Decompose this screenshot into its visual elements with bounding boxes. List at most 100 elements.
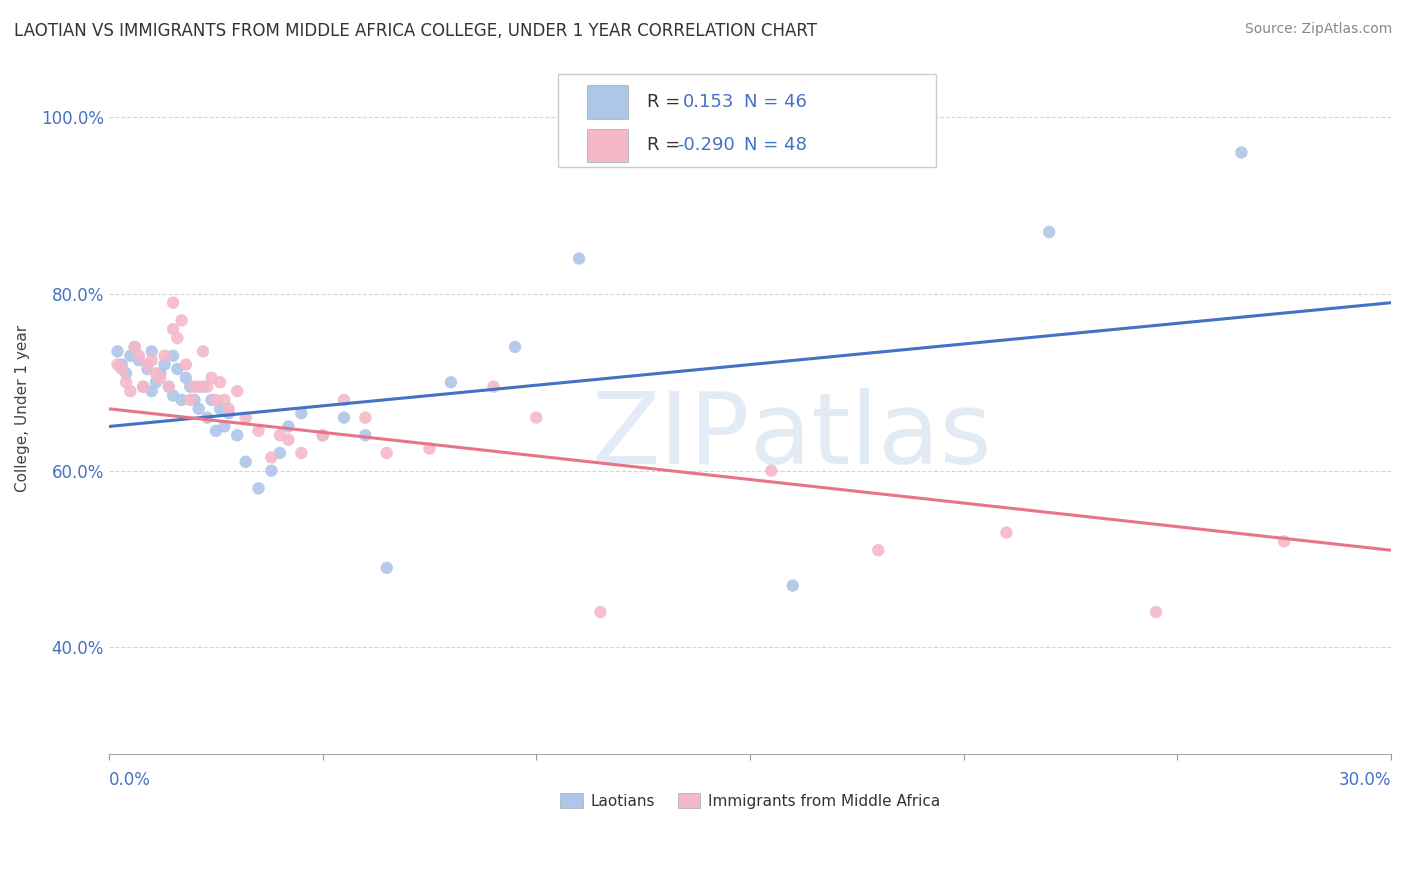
Point [1038, 225, 1060, 239]
Point [209, 401, 232, 416]
Point [107, 358, 129, 372]
Point [162, 322, 184, 336]
Point [333, 392, 356, 407]
Point [128, 353, 150, 368]
Text: 30.0%: 30.0% [1339, 772, 1391, 789]
Point [166, 331, 188, 345]
Point [418, 442, 440, 456]
Text: 0.0%: 0.0% [110, 772, 150, 789]
Legend: Laotians, Immigrants from Middle Africa: Laotians, Immigrants from Middle Africa [554, 787, 946, 814]
Point [128, 349, 150, 363]
Point [311, 428, 333, 442]
Point [153, 349, 176, 363]
Point [120, 384, 142, 398]
Point [145, 367, 167, 381]
Point [124, 340, 146, 354]
Point [218, 406, 240, 420]
Point [153, 358, 176, 372]
Point [200, 371, 222, 385]
Point [277, 419, 299, 434]
Point [149, 367, 172, 381]
Point [187, 401, 209, 416]
Point [195, 380, 218, 394]
Point [204, 392, 226, 407]
Point [524, 410, 547, 425]
Point [183, 380, 205, 394]
Point [120, 349, 142, 363]
Point [1272, 534, 1295, 549]
Point [157, 380, 180, 394]
Point [235, 410, 257, 425]
Point [107, 344, 129, 359]
Point [568, 252, 591, 266]
Text: R =: R = [647, 93, 681, 111]
Point [503, 340, 526, 354]
Text: atlas: atlas [749, 388, 991, 485]
Point [277, 433, 299, 447]
Point [269, 428, 291, 442]
Text: N = 46: N = 46 [744, 93, 807, 111]
Point [761, 464, 783, 478]
Point [115, 367, 138, 381]
Point [226, 428, 249, 442]
Point [247, 424, 270, 438]
Point [162, 388, 184, 402]
Point [141, 384, 163, 398]
Point [354, 428, 377, 442]
Text: ZIP: ZIP [592, 388, 749, 485]
Point [183, 392, 205, 407]
Point [145, 376, 167, 390]
Point [260, 450, 283, 465]
Text: N = 48: N = 48 [744, 136, 807, 154]
Point [187, 380, 209, 394]
Point [132, 380, 155, 394]
Point [132, 380, 155, 394]
Point [218, 401, 240, 416]
Point [191, 344, 214, 359]
Point [375, 561, 398, 575]
Point [226, 384, 249, 398]
Point [868, 543, 890, 558]
Point [170, 392, 193, 407]
Point [200, 392, 222, 407]
Point [179, 392, 201, 407]
Point [247, 481, 270, 495]
FancyBboxPatch shape [558, 74, 936, 168]
Text: Source: ZipAtlas.com: Source: ZipAtlas.com [1244, 22, 1392, 37]
Point [482, 380, 505, 394]
Text: 0.153: 0.153 [683, 93, 734, 111]
Point [214, 392, 236, 407]
Point [260, 464, 283, 478]
Point [214, 419, 236, 434]
Point [995, 525, 1018, 540]
Point [375, 446, 398, 460]
Point [204, 424, 226, 438]
Point [136, 362, 159, 376]
Point [174, 371, 197, 385]
Point [157, 380, 180, 394]
Point [290, 406, 312, 420]
Point [124, 340, 146, 354]
Point [311, 428, 333, 442]
Point [174, 358, 197, 372]
Point [149, 371, 172, 385]
Point [115, 376, 138, 390]
Point [136, 358, 159, 372]
Point [235, 455, 257, 469]
Point [179, 380, 201, 394]
Point [354, 410, 377, 425]
Point [269, 446, 291, 460]
Point [141, 353, 163, 368]
FancyBboxPatch shape [588, 86, 628, 119]
Point [1144, 605, 1167, 619]
Y-axis label: College, Under 1 year: College, Under 1 year [15, 326, 30, 492]
Point [141, 344, 163, 359]
Point [162, 349, 184, 363]
Point [333, 410, 356, 425]
Point [162, 295, 184, 310]
Point [1230, 145, 1253, 160]
Point [209, 376, 232, 390]
FancyBboxPatch shape [588, 128, 628, 161]
Point [166, 362, 188, 376]
Text: R =: R = [647, 136, 681, 154]
